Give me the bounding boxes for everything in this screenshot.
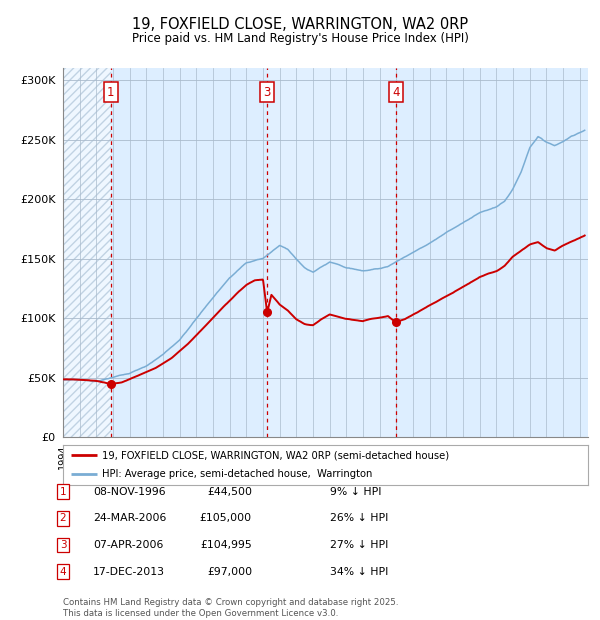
Text: £97,000: £97,000 xyxy=(207,567,252,577)
Text: This data is licensed under the Open Government Licence v3.0.: This data is licensed under the Open Gov… xyxy=(63,609,338,618)
Text: 19, FOXFIELD CLOSE, WARRINGTON, WA2 0RP (semi-detached house): 19, FOXFIELD CLOSE, WARRINGTON, WA2 0RP … xyxy=(103,450,449,461)
Text: HPI: Average price, semi-detached house,  Warrington: HPI: Average price, semi-detached house,… xyxy=(103,469,373,479)
Text: 3: 3 xyxy=(59,540,67,550)
Text: 4: 4 xyxy=(59,567,67,577)
Text: 26% ↓ HPI: 26% ↓ HPI xyxy=(330,513,388,523)
Text: 08-NOV-1996: 08-NOV-1996 xyxy=(93,487,166,497)
Text: £105,000: £105,000 xyxy=(200,513,252,523)
Text: 1: 1 xyxy=(107,86,115,99)
Bar xyxy=(267,68,395,437)
Text: Price paid vs. HM Land Registry's House Price Index (HPI): Price paid vs. HM Land Registry's House … xyxy=(131,32,469,45)
Text: 24-MAR-2006: 24-MAR-2006 xyxy=(93,513,166,523)
Text: Contains HM Land Registry data © Crown copyright and database right 2025.: Contains HM Land Registry data © Crown c… xyxy=(63,598,398,607)
Text: 34% ↓ HPI: 34% ↓ HPI xyxy=(330,567,388,577)
Text: 19, FOXFIELD CLOSE, WARRINGTON, WA2 0RP: 19, FOXFIELD CLOSE, WARRINGTON, WA2 0RP xyxy=(132,17,468,32)
Text: 17-DEC-2013: 17-DEC-2013 xyxy=(93,567,165,577)
Text: £104,995: £104,995 xyxy=(200,540,252,550)
Bar xyxy=(63,68,110,437)
Text: 4: 4 xyxy=(392,86,400,99)
Text: 07-APR-2006: 07-APR-2006 xyxy=(93,540,163,550)
Text: 27% ↓ HPI: 27% ↓ HPI xyxy=(330,540,388,550)
Text: 2: 2 xyxy=(59,513,67,523)
Text: 3: 3 xyxy=(263,86,271,99)
Text: 1: 1 xyxy=(59,487,67,497)
Text: £44,500: £44,500 xyxy=(207,487,252,497)
Text: 9% ↓ HPI: 9% ↓ HPI xyxy=(330,487,382,497)
